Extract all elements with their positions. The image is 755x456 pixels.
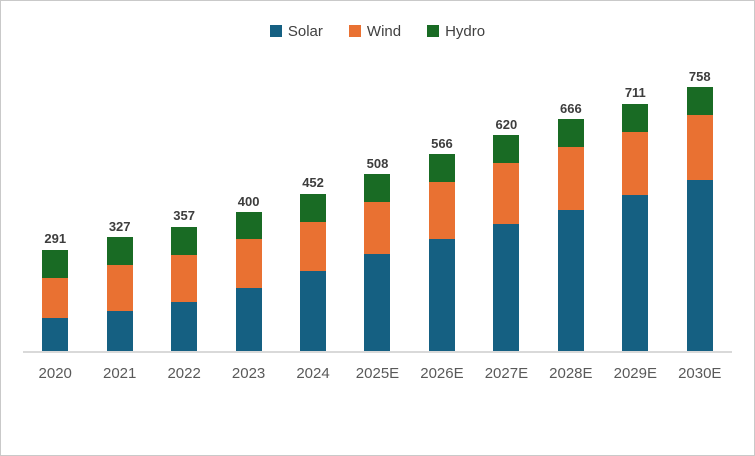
bar-segment-hydro: [42, 249, 69, 278]
bar-segment-wind: [106, 265, 133, 311]
bar-segment-solar: [557, 210, 584, 351]
bar-segment-wind: [686, 115, 713, 181]
bar-segment-hydro: [622, 103, 649, 132]
stacked-bar-2023: [235, 211, 262, 351]
stacked-bar-2022: [171, 226, 198, 351]
x-axis-label-2026e: 2026E: [420, 365, 464, 382]
x-axis-label-2027e: 2027E: [484, 365, 529, 382]
legend-label-hydro: Hydro: [445, 22, 486, 40]
bar-segment-wind: [428, 181, 455, 239]
bar-segment-hydro: [686, 87, 713, 116]
legend-item-wind: Wind: [348, 22, 402, 40]
bar-segment-wind: [364, 201, 391, 254]
x-axis-label-2020: 2020: [38, 365, 72, 382]
plot-area: 291 327 357 400 452 508 566 620 666 711 758: [23, 53, 732, 353]
data-label-total: 666: [560, 100, 582, 116]
data-label-total: 508: [366, 155, 389, 171]
x-axis-label-2021: 2021: [102, 365, 137, 382]
bar-segment-solar: [42, 317, 69, 351]
bar-slot-2028e: 666: [539, 53, 603, 351]
data-label-total: 566: [431, 135, 453, 151]
legend-label-wind: Wind: [366, 22, 402, 40]
data-label-total: 452: [302, 175, 324, 191]
bar-slot-2026e: 566: [410, 53, 474, 351]
bar-slot-2025e: 508: [345, 53, 409, 351]
legend-item-solar: Solar: [269, 22, 323, 40]
bar-slot-2029e: 711: [603, 53, 667, 351]
stacked-bar-2024: [300, 193, 327, 351]
bar-segment-solar: [235, 287, 262, 351]
bar-segment-wind: [171, 254, 198, 302]
data-label-total: 758: [688, 68, 711, 84]
data-label-total: 400: [237, 193, 260, 209]
bar-segment-hydro: [300, 193, 327, 222]
stacked-bar-2027e: [493, 135, 520, 351]
bar-segment-solar: [106, 310, 133, 351]
legend-swatch-solar-icon: [269, 25, 282, 37]
bar-slot-2021: 327: [87, 53, 151, 351]
x-axis-label-2029e: 2029E: [613, 365, 657, 382]
bar-segment-solar: [493, 223, 520, 351]
stacked-bar-2026e: [428, 154, 455, 351]
data-label-total: 291: [44, 231, 67, 247]
stacked-bar-2020: [42, 249, 69, 351]
stacked-bar-2025e: [364, 174, 391, 351]
bar-segment-solar: [171, 301, 198, 351]
bar-segment-wind: [622, 131, 649, 196]
bar-segment-wind: [235, 239, 262, 288]
legend-label-solar: Solar: [287, 22, 323, 40]
bar-slot-2030e: 758: [668, 53, 732, 351]
data-label-total: 357: [173, 208, 195, 224]
bar-slot-2024: 452: [281, 53, 345, 351]
bar-segment-wind: [42, 277, 69, 318]
bar-segment-hydro: [106, 237, 133, 266]
bar-slot-2020: 291: [23, 53, 87, 351]
stacked-bar-2029e: [622, 103, 649, 351]
bar-segment-solar: [300, 270, 327, 351]
x-axis-label-2023: 2023: [231, 365, 266, 382]
bar-segment-hydro: [235, 211, 262, 240]
bar-segment-hydro: [428, 154, 455, 182]
data-label-total: 327: [108, 218, 131, 234]
bar-segment-solar: [428, 238, 455, 351]
bar-segment-hydro: [364, 174, 391, 202]
data-label-total: 711: [624, 85, 646, 101]
x-axis: 2020 2021 2022 2023 2024 2025E 2026E 2027E 2028E…: [23, 353, 732, 382]
bar-segment-solar: [686, 180, 713, 351]
stacked-bar-2030e: [686, 87, 713, 351]
bar-slot-2023: 400: [216, 53, 280, 351]
bar-segment-hydro: [557, 119, 584, 148]
legend: Solar Wind Hydro: [1, 22, 754, 40]
x-axis-label-2028e: 2028E: [549, 365, 593, 382]
bar-segment-solar: [622, 195, 649, 351]
x-axis-label-2024: 2024: [296, 365, 330, 382]
bar-segment-solar: [364, 253, 391, 351]
legend-swatch-wind-icon: [348, 25, 361, 37]
data-label-total: 620: [495, 116, 518, 132]
bar-segment-wind: [493, 163, 520, 224]
stacked-bar-2021: [106, 237, 133, 351]
stacked-bar-2028e: [557, 119, 584, 351]
bar-segment-wind: [300, 221, 327, 271]
bar-slot-2027e: 620: [474, 53, 538, 351]
bar-segment-wind: [557, 147, 584, 211]
x-axis-label-2022: 2022: [167, 365, 201, 382]
x-axis-label-2030e: 2030E: [678, 365, 722, 382]
x-axis-label-2025e: 2025E: [355, 365, 400, 382]
bar-slot-2022: 357: [152, 53, 216, 351]
legend-swatch-hydro-icon: [427, 25, 440, 37]
bar-segment-hydro: [171, 226, 198, 255]
bar-segment-hydro: [493, 135, 520, 164]
legend-item-hydro: Hydro: [427, 23, 485, 40]
